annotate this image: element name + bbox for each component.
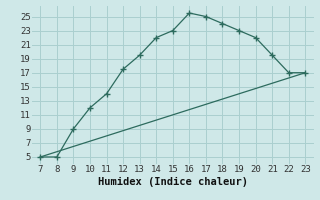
X-axis label: Humidex (Indice chaleur): Humidex (Indice chaleur) [98, 177, 248, 187]
